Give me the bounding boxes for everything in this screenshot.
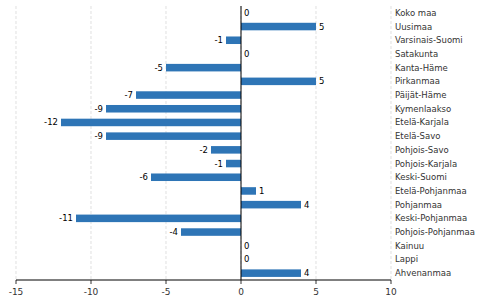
category-label: Etelä-Savo [395, 131, 440, 141]
category-label: Ahvenanmaa [395, 268, 451, 278]
bar [106, 132, 241, 140]
bar [241, 23, 316, 31]
tick-mark [316, 280, 317, 284]
category-label: Pohjanmaa [395, 200, 442, 210]
chart: -15-10-5051005-10-55-7-9-12-9-2-1-614-11… [0, 0, 491, 302]
tick-label: 0 [238, 287, 244, 297]
data-label: 0 [244, 8, 249, 18]
category-label: Pirkanmaa [395, 76, 440, 86]
bar [181, 228, 241, 236]
grid-line [16, 6, 17, 280]
grid-line [91, 6, 92, 280]
bar [211, 146, 241, 154]
data-label: -6 [140, 172, 148, 182]
y-axis: Koko maa Uusimaa Varsinais-Suomi Satakunta K… [395, 8, 475, 278]
grid-line [391, 6, 392, 280]
category-label: Koko maa [395, 8, 437, 18]
category-label: Lappi [395, 254, 418, 264]
bar [76, 215, 241, 223]
tick-mark [241, 280, 242, 284]
category-label: Etelä-Pohjanmaa [395, 186, 467, 196]
data-label: -12 [44, 117, 58, 127]
data-label: 1 [259, 186, 264, 196]
axis-line [16, 280, 391, 281]
bar [106, 105, 241, 113]
category-label: Kainuu [395, 241, 424, 251]
grid-line [241, 6, 242, 280]
tick-mark [166, 280, 167, 284]
data-label: 0 [244, 254, 249, 264]
bar [226, 36, 241, 44]
category-label: Päijät-Häme [395, 90, 446, 100]
category-label: Pohjois-Pohjanmaa [395, 227, 475, 237]
category-label: Pohjois-Karjala [395, 159, 457, 169]
tick-label: -10 [84, 287, 99, 297]
data-label: -11 [59, 213, 73, 223]
data-label: 4 [304, 200, 309, 210]
bar [151, 173, 241, 181]
tick-label: -5 [162, 287, 171, 297]
data-label: -1 [215, 35, 223, 45]
bar [166, 64, 241, 72]
data-label: -9 [95, 104, 103, 114]
tick-label: 5 [313, 287, 319, 297]
grid-line [166, 6, 167, 280]
bar [241, 78, 316, 86]
tick-mark [391, 280, 392, 284]
data-label: -5 [155, 63, 163, 73]
data-label: 0 [244, 49, 249, 59]
bar [136, 91, 241, 99]
tick-mark [16, 280, 17, 284]
category-label: Keski-Pohjanmaa [395, 213, 467, 223]
category-label: Uusimaa [395, 22, 432, 32]
data-labels: 0 5 -1 0 -5 5 -7 -9 -12 -9 -2 -1 -6 1 4 -11 -4 0 0 4 [44, 8, 324, 278]
tick-mark [91, 280, 92, 284]
category-label: Etelä-Karjala [395, 117, 449, 127]
bars [61, 23, 316, 277]
data-label: -7 [125, 90, 133, 100]
category-label: Kymenlaakso [395, 104, 451, 114]
category-label: Varsinais-Suomi [395, 35, 463, 45]
grid-line [316, 6, 317, 280]
data-label: -9 [95, 131, 103, 141]
bar [241, 201, 301, 209]
data-label: 5 [319, 22, 324, 32]
category-label: Satakunta [395, 49, 438, 59]
data-label: 0 [244, 241, 249, 251]
category-label: Keski-Suomi [395, 172, 447, 182]
data-label: 5 [319, 76, 324, 86]
x-axis: -15 -10 -5 0 5 10 [9, 280, 397, 297]
data-label: 4 [304, 268, 309, 278]
data-label: -2 [200, 145, 208, 155]
grid [16, 6, 391, 280]
tick-label: 10 [385, 287, 397, 297]
bar [241, 269, 301, 277]
bar [226, 160, 241, 168]
data-label: -4 [170, 227, 178, 237]
tick-label: -15 [9, 287, 24, 297]
bar [241, 187, 256, 195]
data-label: -1 [215, 159, 223, 169]
category-label: Pohjois-Savo [395, 145, 449, 155]
bar [61, 119, 241, 127]
zero-line [241, 6, 242, 280]
category-label: Kanta-Häme [395, 63, 448, 73]
